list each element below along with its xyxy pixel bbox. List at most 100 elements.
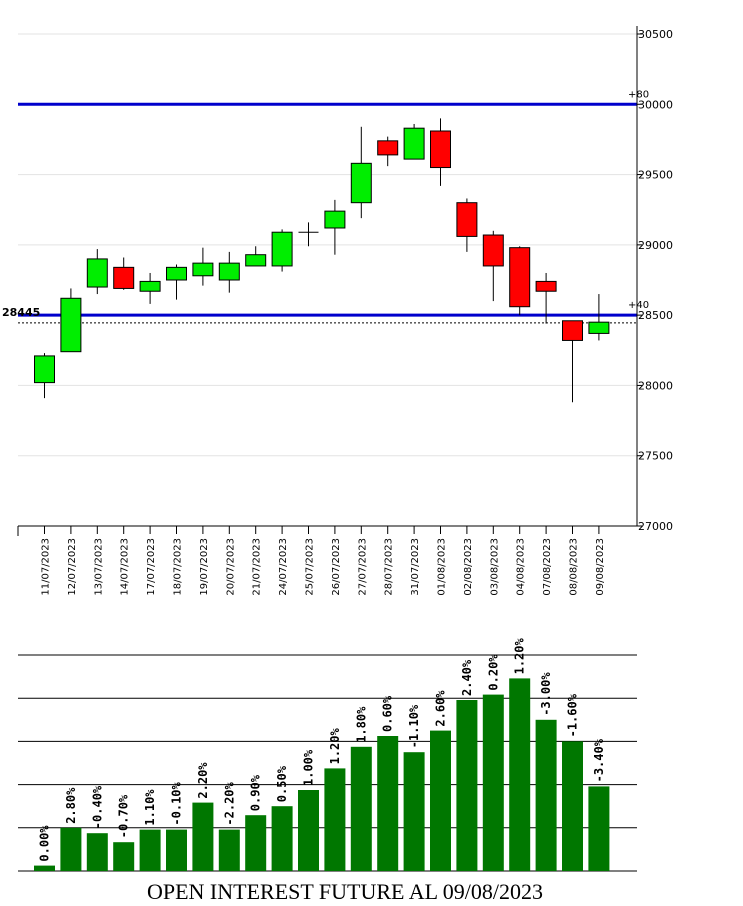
price-gridlines [18,33,637,457]
oi-bar [588,786,610,871]
oi-bar-label: -1.10% [407,704,421,748]
candle-body [482,234,504,267]
oi-bar [350,746,372,871]
price-tick-label: 28000 [638,379,673,392]
oi-bar [60,827,82,871]
oi-bar [192,802,214,871]
candle-body [588,321,610,334]
candle-body [245,254,267,267]
candle-body [562,320,583,341]
oi-bar [139,829,161,871]
candle-body [139,280,161,292]
oi-bar [377,736,399,871]
date-tick-label: 14/07/2023 [120,538,131,596]
oi-bar-label: -1.60% [566,693,580,737]
oi-bar [535,719,557,871]
oi-bars: 0.00% 2.80% -0.40% -0.70% 1.10% -0.10% 2.20% -2… [34,638,610,871]
oi-bar [403,752,425,871]
oi-bar [86,833,108,871]
price-tick-label: 29500 [638,169,673,182]
candle-body [271,231,293,267]
candle-body [377,140,399,156]
oi-bar [298,790,319,871]
oi-bar-label: 0.50% [275,765,289,802]
date-tick-label: 18/07/2023 [173,538,184,596]
price-tick-label: 27500 [638,450,673,463]
oi-bar-label: 2.80% [64,787,78,824]
candle-body [456,202,478,237]
oi-bar [430,730,451,871]
date-tick-label: 04/08/2023 [516,538,527,596]
reference-line-label: +80 [628,89,649,100]
date-tick-label: 21/07/2023 [252,538,263,596]
oi-bar [456,700,478,871]
date-tick-label: 13/07/2023 [93,538,104,596]
oi-bar [245,815,267,871]
candlesticks [34,118,610,403]
oi-bar-label: -0.40% [90,785,104,829]
date-tick-label: 07/08/2023 [542,538,553,596]
price-tick-label: 27000 [638,520,673,533]
date-tick-label: 03/08/2023 [489,538,500,596]
candle-body [113,266,135,289]
oi-bar-label: 0.90% [249,774,263,811]
date-tick-label: 01/08/2023 [437,538,448,596]
last-price-label: 28445 [2,306,40,319]
price-tick-label: 30500 [638,28,673,41]
date-tick-label: 02/08/2023 [463,538,474,596]
oi-bar [218,829,240,871]
date-tick-label: 08/08/2023 [569,538,580,596]
oi-bar-label: -3.40% [592,738,606,782]
date-tick-label: 20/07/2023 [225,538,236,596]
oi-bar-label: 1.20% [328,728,342,765]
date-tick-label: 24/07/2023 [278,538,289,596]
candle-body [166,266,187,281]
oi-bar-label: 1.20% [513,638,527,675]
candle-body [34,355,55,384]
price-axis: 27000 27500 28000 28500 29000 29500 30000 30500 [636,26,673,533]
oi-bar-label: 0.60% [381,695,395,732]
oi-bar-label: 2.60% [434,690,448,727]
date-tick-label: 25/07/2023 [305,538,316,596]
candle-body [430,130,451,169]
candle-body [403,127,425,160]
price-tick-label: 30000 [638,98,673,111]
price-tick-label: 29000 [638,239,673,252]
date-tick-label: 12/07/2023 [67,538,78,596]
reference-line-label: +40 [628,300,649,311]
candle-body [192,262,214,277]
date-axis: 11/07/2023 12/07/2023 13/07/2023 14/07/2023… [17,525,637,596]
candle-body [509,247,531,308]
oi-bar [271,806,293,871]
date-tick-label: 26/07/2023 [331,538,342,596]
oi-bar [166,829,187,871]
candle-body [324,210,346,229]
oi-bar-label: 1.10% [143,789,157,826]
oi-bar-label: -2.20% [222,781,236,825]
oi-chart-title: OPEN INTEREST FUTURE AL 09/08/2023 [147,879,543,904]
date-tick-label: 28/07/2023 [384,538,395,596]
date-tick-label: 17/07/2023 [146,538,157,596]
oi-bar [482,694,504,871]
candle-body [60,297,82,353]
oi-bar [562,741,583,871]
oi-bar [113,842,135,871]
oi-bar-label: -0.70% [117,794,131,838]
price-tick-label: 28500 [638,309,673,322]
oi-bar [324,768,346,871]
oi-bar-label: 0.00% [38,825,52,862]
oi-bar-label: 0.20% [486,654,500,691]
oi-bar-label: -3.00% [539,672,553,716]
date-tick-label: 09/08/2023 [595,538,606,596]
oi-bar-label: 1.00% [302,749,316,786]
oi-bar [34,865,55,871]
oi-bar-label: 2.40% [460,659,474,696]
date-tick-label: 31/07/2023 [410,538,421,596]
date-tick-label: 11/07/2023 [41,538,52,596]
reference-lines: +80 +40 28445 [2,89,649,324]
candle-body [350,162,372,204]
candle-body [535,280,557,292]
oi-bar-label: 2.20% [196,762,210,799]
oi-bar-label: -0.10% [170,781,184,825]
